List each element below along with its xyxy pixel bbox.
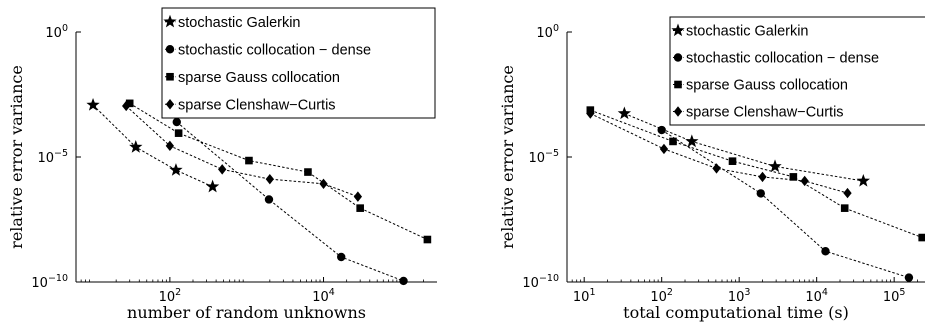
data-point-diamond	[712, 163, 721, 174]
legend-entry: sparse Gauss collocation	[686, 78, 848, 94]
data-point-diamond	[165, 140, 175, 152]
data-point-square	[728, 157, 737, 165]
data-point-diamond	[758, 171, 767, 183]
data-point-star	[617, 106, 632, 120]
series-line	[624, 113, 864, 182]
legend: stochastic Galerkin stochastic collocatio…	[669, 16, 925, 126]
x-axis-label: number of random unknowns	[127, 303, 366, 322]
data-point-star	[169, 163, 183, 176]
data-point-square	[423, 235, 432, 244]
data-point-square	[918, 233, 925, 242]
data-point-star	[129, 140, 143, 153]
legend-marker-circle	[673, 53, 683, 62]
legend-box	[161, 7, 436, 119]
data-point-circle	[337, 252, 346, 262]
y-tick-label: 10−10	[31, 273, 68, 291]
data-point-square	[669, 137, 677, 146]
x-tick-label: 103	[728, 287, 751, 305]
x-axis-label: total computational time (s)	[623, 303, 849, 322]
series-line	[129, 102, 428, 240]
data-point-circle	[172, 117, 181, 127]
data-point-star	[205, 179, 220, 193]
data-point-circle	[399, 276, 408, 286]
series-square	[125, 99, 432, 244]
legend-entry: stochastic Galerkin	[178, 15, 301, 31]
data-point-circle	[756, 189, 765, 198]
legend-entry: stochastic Galerkin	[686, 24, 809, 40]
legend-entry: stochastic collocation − dense	[686, 51, 879, 67]
y-tick-label: 10−5	[528, 148, 559, 166]
legend-marker-circle	[165, 45, 175, 54]
legend-entry: sparse Gauss collocation	[178, 70, 340, 86]
legend-marker-square	[166, 72, 174, 81]
legend: stochastic Galerkin stochastic collocatio…	[161, 7, 436, 119]
data-point-circle	[904, 273, 914, 282]
data-point-square	[304, 168, 312, 176]
data-point-circle	[821, 247, 830, 256]
data-point-diamond	[843, 187, 852, 199]
data-point-circle	[657, 125, 666, 135]
legend-marker-star	[671, 23, 685, 37]
data-point-star	[856, 173, 870, 187]
series-line	[661, 129, 910, 279]
legend-entry: stochastic collocation − dense	[178, 42, 371, 58]
x-tick-label: 101	[573, 287, 596, 305]
x-tick-label: 105	[883, 287, 906, 305]
series-diamond	[122, 100, 363, 202]
legend-entry: sparse Clenshaw−Curtis	[178, 97, 336, 113]
series-star	[86, 98, 220, 193]
data-point-diamond	[586, 108, 595, 119]
series-circle	[172, 117, 408, 286]
legend-marker-diamond	[165, 99, 175, 110]
data-point-star	[768, 159, 782, 173]
legend-marker-star	[163, 14, 177, 28]
series-square	[586, 106, 925, 242]
data-point-square	[125, 99, 134, 108]
data-point-square	[356, 204, 364, 212]
series-line	[590, 109, 923, 239]
data-point-diamond	[218, 164, 227, 175]
y-tick-label: 10−10	[522, 273, 559, 291]
data-point-diamond	[659, 143, 669, 155]
series-line	[125, 105, 359, 198]
legend-marker-diamond	[673, 106, 683, 117]
data-point-square	[174, 129, 183, 137]
data-point-star	[86, 98, 100, 111]
y-axis-label: relative error variance	[7, 65, 26, 249]
data-point-diamond	[353, 191, 363, 202]
data-point-diamond	[122, 100, 131, 112]
legend-marker-square	[674, 80, 682, 89]
y-tick-label: 10−5	[37, 148, 68, 166]
series-line	[176, 121, 404, 282]
data-point-square	[840, 204, 849, 212]
legend-entry: sparse Clenshaw−Curtis	[686, 105, 844, 121]
series-diamond	[586, 108, 852, 199]
y-tick-label: 100	[45, 23, 68, 41]
data-point-circle	[264, 195, 274, 204]
chart-panel-2: 100 10−5 10−10 101 102 103 104 105 total computa…	[498, 16, 925, 322]
series-circle	[657, 125, 914, 282]
series-line	[92, 104, 213, 188]
y-axis-label: relative error variance	[498, 65, 517, 249]
x-tick-label: 104	[312, 287, 335, 305]
x-tick-label: 102	[159, 287, 182, 305]
data-point-diamond	[319, 178, 328, 189]
data-point-square	[245, 156, 253, 165]
data-point-diamond	[265, 173, 274, 185]
series-line	[590, 113, 848, 194]
data-point-diamond	[800, 175, 809, 187]
legend-box	[669, 16, 925, 126]
x-tick-label: 104	[805, 287, 828, 305]
y-tick-label: 100	[536, 23, 559, 41]
data-point-star	[685, 134, 699, 148]
series-star	[617, 106, 870, 187]
x-tick-label: 102	[650, 287, 673, 305]
data-point-square	[789, 173, 798, 181]
